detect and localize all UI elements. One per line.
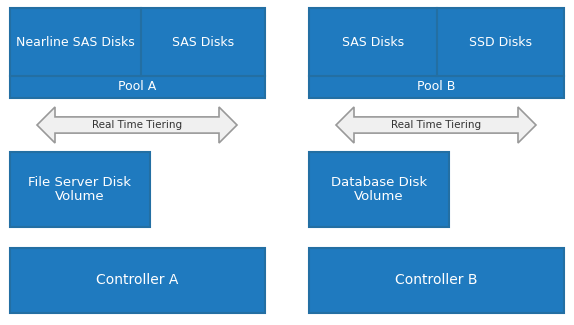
Bar	[309, 8, 564, 98]
Bar	[309, 152, 449, 227]
Text: Database Disk
Volume: Database Disk Volume	[331, 176, 427, 203]
Text: Pool A: Pool A	[118, 81, 157, 94]
Polygon shape	[37, 107, 237, 143]
Text: Nearline SAS Disks: Nearline SAS Disks	[16, 35, 135, 48]
Text: SAS Disks: SAS Disks	[172, 35, 234, 48]
Bar	[10, 152, 150, 227]
Text: Real Time Tiering: Real Time Tiering	[391, 120, 481, 130]
Bar	[10, 248, 265, 313]
Text: Real Time Tiering: Real Time Tiering	[92, 120, 182, 130]
Polygon shape	[336, 107, 536, 143]
Bar	[309, 248, 564, 313]
Text: Controller B: Controller B	[395, 274, 478, 288]
Text: SSD Disks: SSD Disks	[469, 35, 532, 48]
Bar	[10, 8, 265, 98]
Text: Pool B: Pool B	[417, 81, 456, 94]
Text: SAS Disks: SAS Disks	[342, 35, 404, 48]
Text: Controller A: Controller A	[96, 274, 179, 288]
Text: File Server Disk
Volume: File Server Disk Volume	[29, 176, 131, 203]
